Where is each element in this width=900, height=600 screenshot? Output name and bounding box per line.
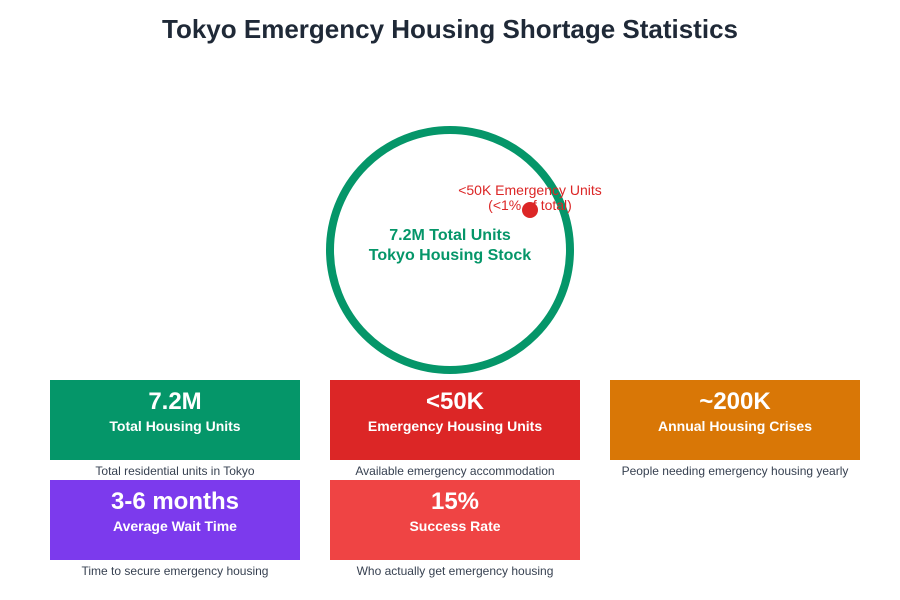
card-emergency-housing: <50K Emergency Housing Units: [330, 380, 580, 460]
card-value: 15%: [430, 488, 480, 515]
card-value: 3-6 months: [110, 488, 239, 515]
card-description: Available emergency accommodation: [355, 464, 555, 478]
page-title: Tokyo Emergency Housing Shortage Statist…: [162, 14, 738, 44]
card-total-housing: 7.2M Total Housing Units: [50, 380, 300, 460]
card-value: ~200K: [699, 388, 771, 415]
emergency-label-1: <50K Emergency Units: [458, 182, 602, 198]
card-success-rate: 15% Success Rate: [330, 480, 580, 560]
card-value: 7.2M: [148, 388, 202, 415]
card-label: Total Housing Units: [109, 418, 241, 434]
total-housing-circle: [326, 126, 574, 374]
card-description: People needing emergency housing yearly: [621, 464, 849, 478]
card-description: Time to secure emergency housing: [81, 564, 269, 578]
card-label: Annual Housing Crises: [657, 418, 813, 434]
card-annual-crises: ~200K Annual Housing Crises: [610, 380, 860, 460]
card-value: <50K: [425, 388, 485, 415]
circle-label-1: 7.2M Total Units: [389, 227, 511, 244]
emergency-units-dot: [522, 202, 538, 218]
card-label: Success Rate: [409, 518, 501, 534]
card-description: Who actually get emergency housing: [356, 564, 554, 578]
card-wait-time: 3-6 months Average Wait Time: [50, 480, 300, 560]
card-label: Emergency Housing Units: [367, 418, 543, 434]
card-description: Total residential units in Tokyo: [95, 464, 255, 478]
card-label: Average Wait Time: [113, 518, 237, 534]
circle-label-2: Tokyo Housing Stock: [369, 247, 531, 264]
